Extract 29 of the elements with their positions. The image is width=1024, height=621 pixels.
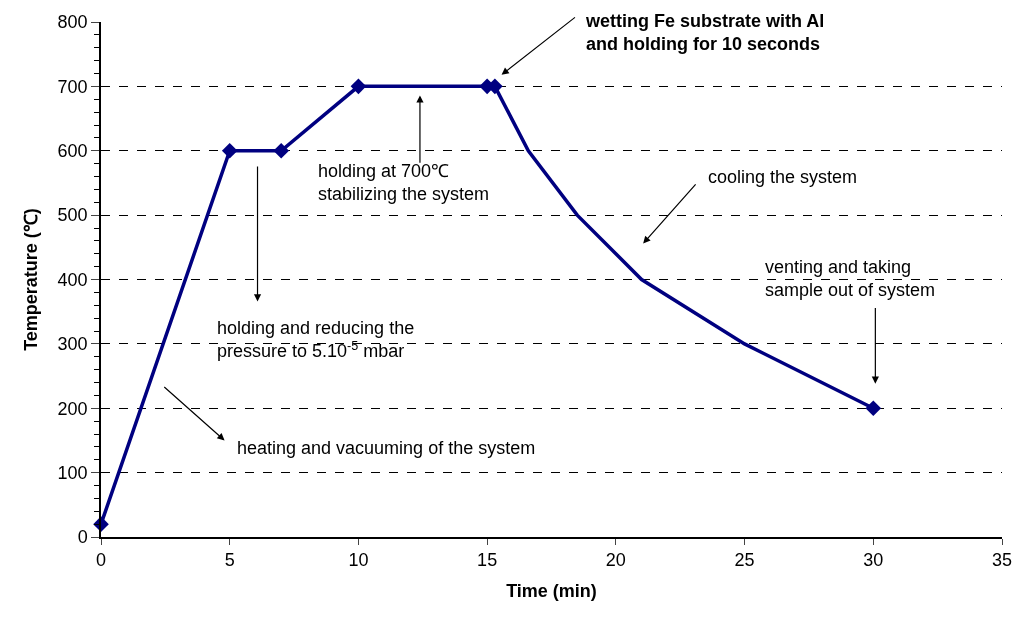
y-tick-label: 200 [57,398,88,419]
y-tick-label: 500 [57,205,88,226]
x-tick-label: 35 [991,550,1013,571]
annotation: wetting Fe substrate with Al and holding for 10 seconds [585,11,825,55]
x-tick-label: 20 [605,550,626,571]
y-tick-label: 0 [77,527,88,548]
annotation: holding and reducing the pressure to 5.10$^{-5}$ mbar [217,318,415,362]
x-tick-label: 0 [95,550,107,571]
y-tick-label: 100 [57,462,88,483]
annotation: cooling the system [708,167,858,187]
y-tick-label: 700 [57,76,88,97]
y-tick-label: 800 [57,12,88,33]
point [865,400,882,417]
x-axis-title: Time (min) [506,580,597,601]
annotation: holding at 700℃ stabilizing the system [318,161,490,205]
y-tick-label: 400 [57,269,88,290]
annotation: heating and vacuuming of the system [237,438,536,458]
point [273,142,289,159]
x-tick-label: 10 [348,550,369,571]
point [221,142,238,159]
y-tick-label: 600 [57,141,88,162]
x-tick-label: 15 [477,550,498,571]
x-tick-label: 30 [863,550,884,571]
x-tick-label: 25 [734,550,755,571]
annotation: venting and taking sample out of system [765,257,936,301]
y-tick-label: 300 [57,334,88,355]
point [350,78,367,95]
y-axis-title: Temperature (℃) [21,208,42,351]
x-tick-label: 5 [224,550,235,571]
